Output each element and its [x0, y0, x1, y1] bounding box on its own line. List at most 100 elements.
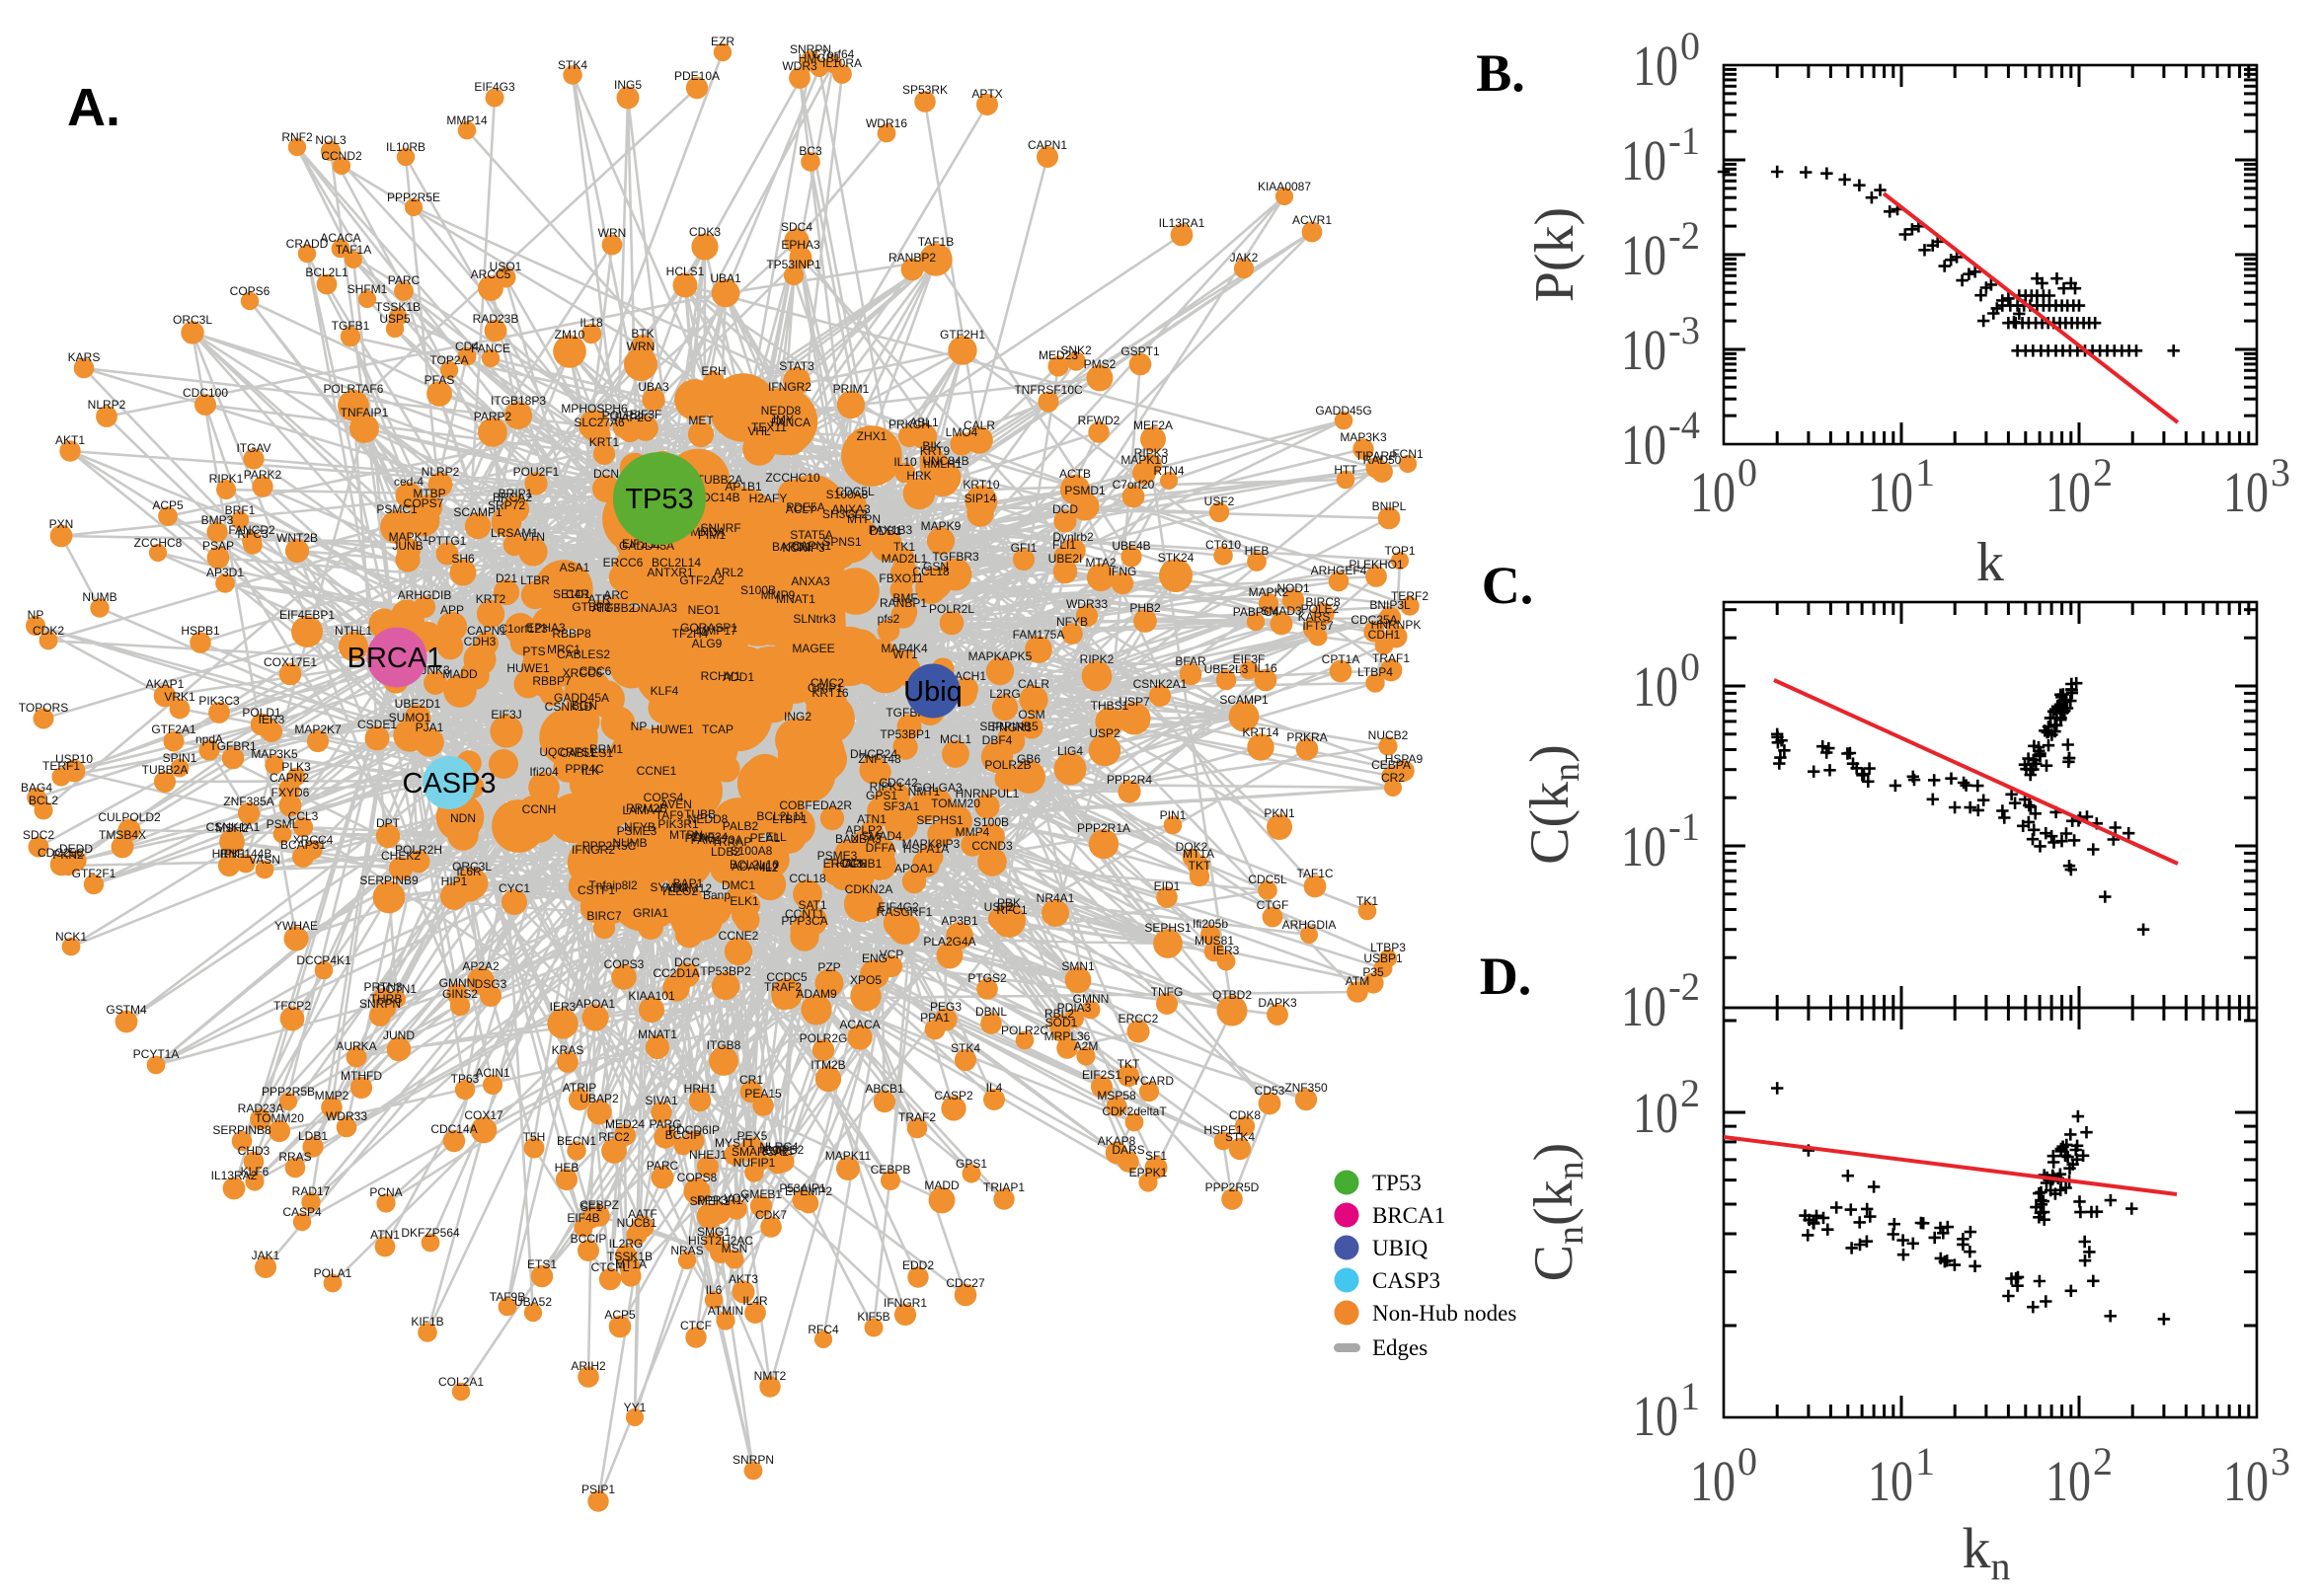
svg-text:HRK: HRK — [906, 469, 931, 483]
svg-text:CEBPA: CEBPA — [1371, 758, 1411, 772]
svg-text:Banp: Banp — [703, 888, 731, 902]
svg-text:10: 10 — [1621, 974, 1666, 1038]
svg-text:pfs2: pfs2 — [878, 612, 900, 626]
svg-text:CCNB1: CCNB1 — [842, 857, 883, 871]
svg-text:CEBPB: CEBPB — [871, 1163, 911, 1177]
svg-text:TRAF2: TRAF2 — [764, 980, 802, 994]
svg-text:SNRPN: SNRPN — [359, 997, 401, 1011]
svg-text:NEO1: NEO1 — [688, 603, 721, 617]
svg-text:CSDE1: CSDE1 — [357, 718, 397, 731]
svg-text:POLR2H: POLR2H — [395, 843, 442, 857]
svg-text:10: 10 — [2046, 460, 2091, 524]
svg-text:RCHY1: RCHY1 — [701, 669, 741, 683]
svg-text:USP7: USP7 — [1119, 695, 1150, 709]
svg-text:SNRPN: SNRPN — [790, 42, 831, 56]
svg-text:10: 10 — [1621, 128, 1666, 192]
svg-text:IL4: IL4 — [986, 1081, 1003, 1095]
svg-text:TELO2: TELO2 — [660, 884, 698, 898]
svg-text:BRCA2: BRCA2 — [493, 491, 532, 504]
svg-text:CTGF: CTGF — [1257, 898, 1289, 912]
svg-text:10: 10 — [1868, 1449, 1913, 1513]
svg-text:CALR: CALR — [964, 418, 995, 432]
svg-text:ZNF148: ZNF148 — [858, 752, 901, 766]
svg-text:DCTN1: DCTN1 — [377, 982, 417, 996]
svg-text:NP: NP — [28, 608, 44, 622]
svg-text:TAF9B: TAF9B — [490, 1290, 525, 1304]
svg-text:TAF1B: TAF1B — [918, 235, 954, 249]
svg-text:CASP4: CASP4 — [282, 1205, 322, 1219]
svg-text:CDC27: CDC27 — [946, 1276, 985, 1290]
svg-text:SIP14: SIP14 — [965, 492, 997, 505]
svg-text:ZCCHC10: ZCCHC10 — [765, 471, 820, 485]
svg-text:SHFM1: SHFM1 — [347, 282, 388, 296]
svg-text:MADD: MADD — [924, 1178, 960, 1192]
svg-text:RBBP8: RBBP8 — [552, 627, 591, 641]
svg-text:KIF1B: KIF1B — [411, 1315, 443, 1329]
svg-text:CDC6: CDC6 — [579, 664, 612, 678]
svg-text:PARC: PARC — [647, 1159, 679, 1173]
svg-text:RANBP1: RANBP1 — [880, 596, 927, 610]
svg-text:10: 10 — [2046, 1449, 2091, 1513]
svg-text:AKAP8: AKAP8 — [1098, 1134, 1136, 1148]
svg-text:USBP1: USBP1 — [1363, 951, 1403, 965]
svg-text:ARHGDIA: ARHGDIA — [1282, 918, 1337, 932]
svg-text:ADAM17: ADAM17 — [732, 860, 779, 874]
svg-text:RIPK3: RIPK3 — [1134, 446, 1169, 460]
svg-text:SERPINB8: SERPINB8 — [212, 1123, 271, 1137]
svg-text:HEB: HEB — [555, 1161, 579, 1175]
svg-text:EIF4G2: EIF4G2 — [878, 900, 919, 914]
svg-text:10: 10 — [1690, 1449, 1736, 1513]
svg-text:PHB2: PHB2 — [1129, 601, 1161, 615]
svg-text:RFC3: RFC3 — [237, 527, 269, 541]
svg-text:BMP3: BMP3 — [201, 513, 234, 527]
svg-text:HMGB1: HMGB1 — [799, 51, 841, 65]
svg-text:NFYB: NFYB — [1056, 615, 1088, 629]
svg-text:RAD23B: RAD23B — [473, 312, 519, 326]
svg-text:CR1: CR1 — [739, 1073, 763, 1087]
svg-text:GPS1: GPS1 — [956, 1157, 987, 1171]
svg-text:CSNK1D: CSNK1D — [545, 700, 593, 714]
svg-text:PAX1B3: PAX1B3 — [869, 523, 913, 537]
svg-text:DCN: DCN — [593, 467, 619, 481]
svg-text:JUND: JUND — [383, 1028, 415, 1042]
svg-text:BRF1: BRF1 — [225, 503, 256, 517]
svg-text:FAM175A: FAM175A — [1013, 628, 1065, 642]
svg-text:PRIM1: PRIM1 — [833, 382, 870, 396]
svg-text:DPT: DPT — [376, 816, 401, 830]
svg-text:BCL2L1: BCL2L1 — [305, 266, 348, 279]
svg-text:ZCCHC8: ZCCHC8 — [134, 536, 183, 550]
svg-text:NUCB1: NUCB1 — [617, 1216, 657, 1230]
svg-text:ACACA: ACACA — [320, 231, 360, 245]
svg-text:GRIP1: GRIP1 — [808, 681, 843, 695]
svg-text:NEDD8: NEDD8 — [688, 812, 729, 826]
svg-text:ACLY: ACLY — [786, 502, 815, 516]
svg-text:LTBP1: LTBP1 — [772, 812, 808, 826]
svg-text:ARHGEF4: ARHGEF4 — [1311, 564, 1367, 577]
svg-text:SPIN1: SPIN1 — [163, 751, 197, 765]
svg-text:MMP4: MMP4 — [956, 825, 990, 839]
svg-text:RRAS: RRAS — [278, 1150, 311, 1164]
svg-text:YY1: YY1 — [624, 1401, 647, 1414]
svg-text:EIF4B: EIF4B — [567, 1211, 599, 1225]
svg-text:CCNH: CCNH — [522, 802, 557, 816]
svg-text:CASP2: CASP2 — [934, 1089, 973, 1102]
svg-text:HNRNPK: HNRNPK — [1371, 618, 1422, 632]
svg-text:10: 10 — [1868, 460, 1913, 524]
svg-text:ELL: ELL — [765, 830, 787, 844]
svg-text:ARIH2: ARIH2 — [571, 1359, 606, 1373]
svg-text:UNC84B: UNC84B — [922, 454, 968, 468]
svg-text:APOA1: APOA1 — [894, 862, 934, 875]
svg-text:MRC1: MRC1 — [547, 643, 580, 656]
svg-text:BCL2L11: BCL2L11 — [756, 809, 805, 823]
svg-text:ACACA: ACACA — [839, 1018, 880, 1031]
svg-text:KRT1: KRT1 — [589, 435, 620, 449]
svg-text:PTGS2: PTGS2 — [967, 971, 1007, 985]
svg-text:1: 1 — [1915, 450, 1935, 494]
svg-text:SNURF: SNURF — [700, 521, 740, 535]
svg-text:POLR2C: POLR2C — [1001, 1024, 1048, 1037]
svg-text:RIPK1: RIPK1 — [870, 780, 904, 794]
svg-text:RBBP7: RBBP7 — [532, 674, 572, 688]
svg-text:POLR2I: POLR2I — [602, 409, 645, 422]
svg-text:CTCF: CTCF — [680, 1319, 712, 1332]
svg-text:HIP1: HIP1 — [441, 874, 468, 888]
